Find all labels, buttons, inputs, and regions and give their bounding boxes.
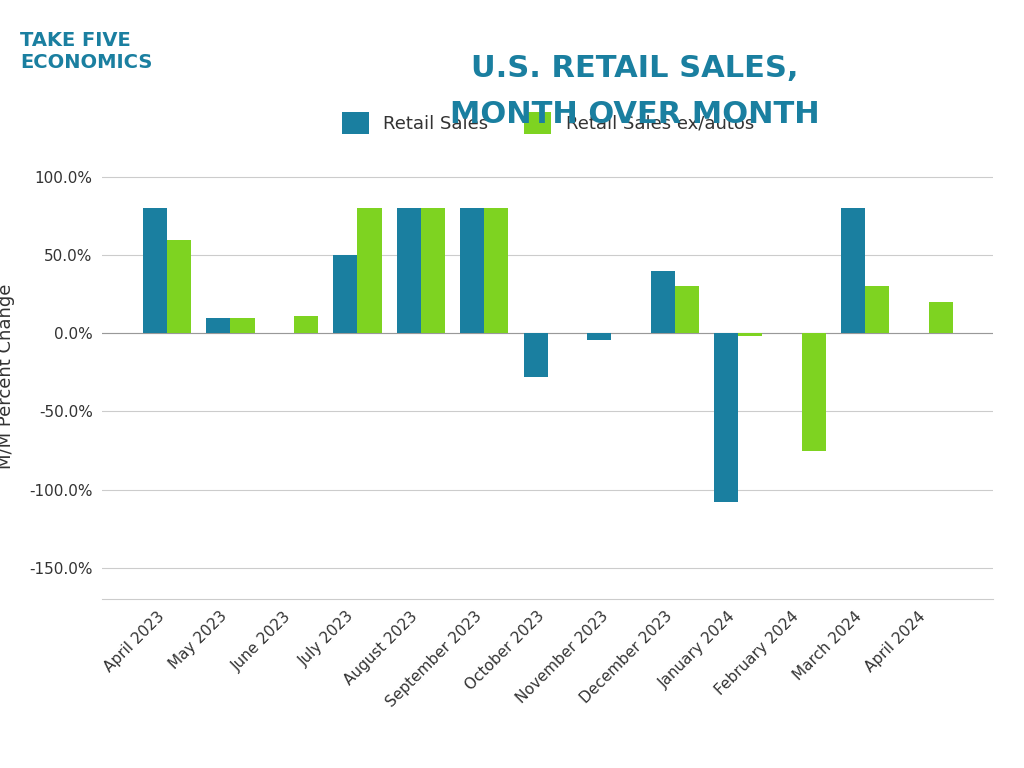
Y-axis label: M/M Percent Change: M/M Percent Change [0,283,15,469]
Bar [294,316,318,333]
Bar [357,208,382,333]
Bar [738,333,763,336]
Bar [143,208,167,333]
Bar [484,208,509,333]
Bar [841,208,865,333]
Bar [802,333,825,451]
Legend: Retail Sales, Retail Sales ex/autos: Retail Sales, Retail Sales ex/autos [335,104,761,141]
Bar [650,271,675,333]
Bar [460,208,484,333]
Bar [587,333,611,339]
Bar [230,318,255,333]
Bar [675,286,699,333]
Bar [714,333,738,502]
Text: U.S. RETAIL SALES,: U.S. RETAIL SALES, [471,54,799,83]
Bar [207,318,230,333]
Bar [523,333,548,377]
Bar [333,255,357,333]
Text: MONTH OVER MONTH: MONTH OVER MONTH [451,100,819,129]
Bar [929,302,952,333]
Text: TAKE FIVE
ECONOMICS: TAKE FIVE ECONOMICS [20,31,153,71]
Bar [421,208,445,333]
Bar [167,240,191,333]
Bar [865,286,889,333]
Bar [396,208,421,333]
